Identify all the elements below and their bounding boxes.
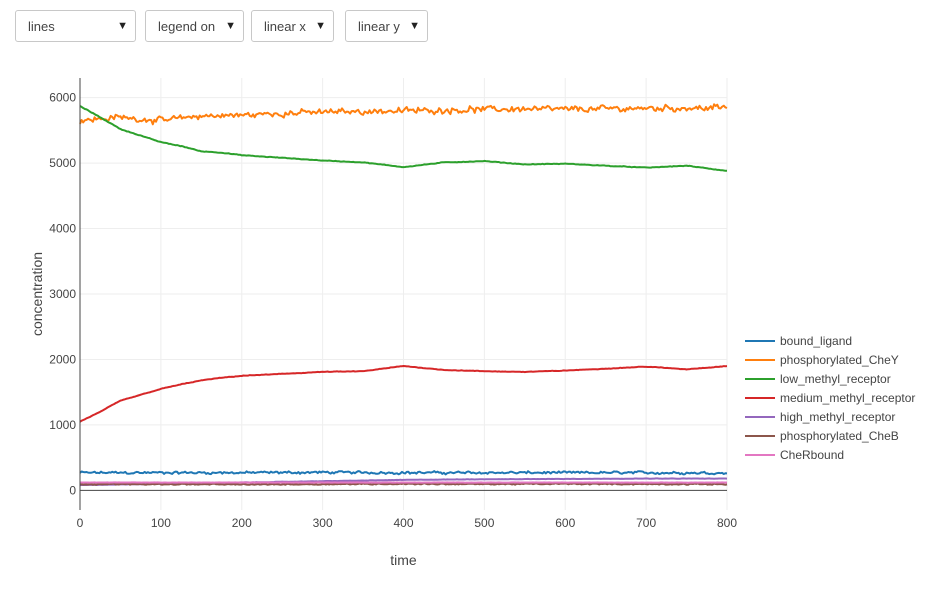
y-tick-label: 3000 (49, 287, 76, 301)
series-group (79, 103, 728, 487)
legend-label: phosphorylated_CheB (780, 429, 899, 443)
legend-toggle-value: legend on (158, 18, 216, 34)
toolbar: lines ▼ legend on ▼ linear x ▼ linear y … (0, 0, 930, 60)
chevron-down-icon: ▼ (225, 20, 236, 32)
legend-item[interactable]: high_methyl_receptor (745, 410, 895, 424)
y-tick-label: 0 (69, 483, 76, 497)
x-tick-label: 800 (717, 516, 737, 530)
x-tick-label: 100 (151, 516, 171, 530)
legend-item[interactable]: phosphorylated_CheY (745, 353, 899, 367)
legend-toggle-dropdown[interactable]: legend on ▼ (145, 10, 244, 42)
axes: 0 100 200 300 400 500 600 700 800 0 1000 2000 3000 40… (29, 78, 737, 568)
series-line-medium_methyl_receptor (79, 365, 728, 423)
plot-mode-dropdown[interactable]: lines ▼ (15, 10, 136, 42)
x-scale-dropdown[interactable]: linear x ▼ (251, 10, 334, 42)
chevron-down-icon: ▼ (117, 20, 128, 32)
legend-label: low_methyl_receptor (780, 372, 891, 386)
x-tick-label: 300 (313, 516, 333, 530)
legend-item[interactable]: bound_ligand (745, 334, 852, 348)
legend-item[interactable]: medium_methyl_receptor (745, 391, 915, 405)
legend-item[interactable]: phosphorylated_CheB (745, 429, 899, 443)
y-scale-value: linear y (358, 18, 400, 34)
chevron-down-icon: ▼ (315, 20, 326, 32)
grid (80, 78, 728, 510)
legend-label: phosphorylated_CheY (780, 353, 899, 367)
legend-label: medium_methyl_receptor (780, 391, 915, 405)
legend-label: high_methyl_receptor (780, 410, 895, 424)
x-tick-label: 400 (393, 516, 413, 530)
x-tick-label: 0 (77, 516, 84, 530)
legend-label: CheRbound (780, 448, 844, 462)
y-tick-label: 5000 (49, 156, 76, 170)
legend[interactable]: bound_ligand phosphorylated_CheY low_methy… (745, 334, 915, 462)
x-axis-title: time (390, 552, 417, 568)
x-scale-value: linear x (264, 18, 306, 34)
series-line-phosphorylated_CheY (79, 103, 728, 126)
y-tick-label: 6000 (49, 91, 76, 105)
series-line-low_methyl_receptor (79, 105, 727, 172)
y-tick-label: 1000 (49, 418, 76, 432)
plot-mode-value: lines (28, 18, 55, 34)
y-tick-label: 4000 (49, 222, 76, 236)
series-line-bound_ligand (79, 470, 728, 476)
y-tick-label: 2000 (49, 352, 76, 366)
y-axis-title: concentration (29, 252, 45, 336)
legend-label: bound_ligand (780, 334, 852, 348)
legend-item[interactable]: CheRbound (745, 448, 844, 462)
x-tick-label: 200 (232, 516, 252, 530)
x-tick-label: 500 (474, 516, 494, 530)
x-tick-label: 600 (555, 516, 575, 530)
y-scale-dropdown[interactable]: linear y ▼ (345, 10, 428, 42)
legend-item[interactable]: low_methyl_receptor (745, 372, 891, 386)
chevron-down-icon: ▼ (409, 20, 420, 32)
x-tick-label: 700 (636, 516, 656, 530)
